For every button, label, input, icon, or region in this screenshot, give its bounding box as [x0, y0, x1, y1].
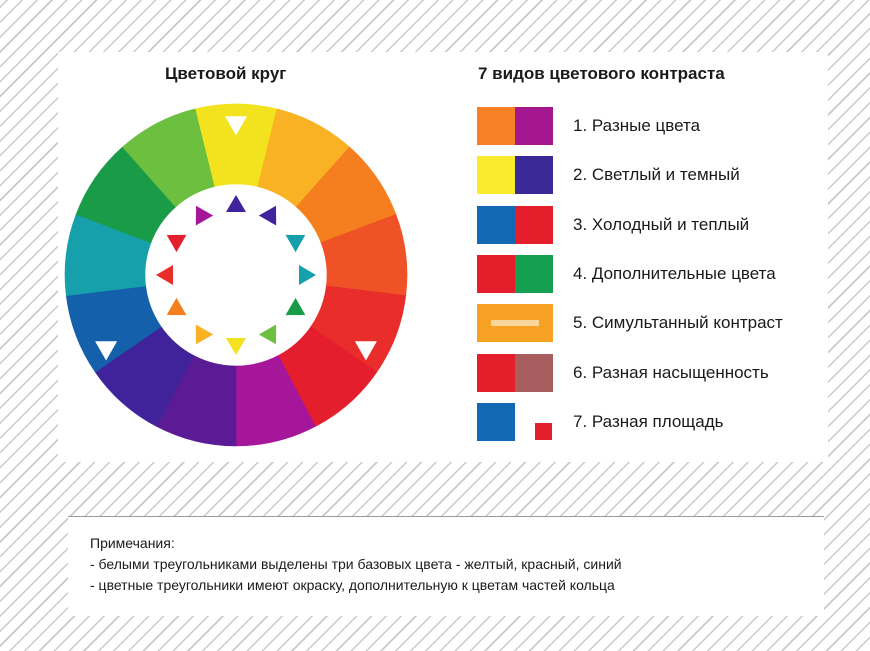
contrast-label: 3. Холодный и теплый: [573, 214, 750, 234]
swatch-right: [515, 254, 553, 293]
notes-line-1: - белыми треугольниками выделены три баз…: [90, 556, 622, 572]
contrast-title: 7 видов цветового контраста: [478, 64, 725, 83]
swatch-left: [477, 205, 515, 244]
inner-triangle: [156, 265, 173, 285]
swatch-left: [477, 254, 515, 293]
notes-box: Примечания: - белыми треугольниками выде…: [68, 516, 824, 616]
contrast-label: 7. Разная площадь: [573, 411, 724, 431]
contrast-item: 4. Дополнительные цвета: [477, 254, 857, 293]
inner-triangle: [166, 297, 187, 316]
inner-triangle: [258, 324, 277, 345]
swatch-right: [515, 205, 553, 244]
notes-heading: Примечания:: [90, 535, 175, 551]
inner-triangle: [226, 338, 246, 355]
inner-triangle: [285, 297, 306, 316]
swatch-left: [477, 107, 515, 145]
inner-triangle: [299, 265, 316, 285]
base-marker-yellow: [225, 116, 247, 136]
contrast-item: 2. Светлый и темный: [477, 156, 857, 195]
swatch-stripe: [491, 320, 539, 327]
base-marker-blue: [95, 341, 118, 361]
swatch-large: [477, 402, 515, 441]
base-color-markers: [95, 116, 377, 361]
contrast-label: 4. Дополнительные цвета: [573, 263, 776, 283]
swatch-small: [535, 422, 552, 440]
inner-triangle: [258, 205, 277, 226]
wheel-segment: [122, 108, 215, 208]
inner-triangle: [166, 234, 187, 253]
inner-triangle: [285, 234, 306, 253]
swatch-right: [515, 156, 553, 195]
contrast-label: 6. Разная насыщенность: [573, 362, 769, 382]
inner-triangle: [195, 324, 214, 345]
wheel-title: Цветовой круг: [165, 64, 287, 83]
swatch-right: [515, 107, 553, 145]
contrast-label: 1. Разные цвета: [573, 116, 701, 135]
contrast-item: 6. Разная насыщенность: [477, 353, 857, 392]
wheel-segments: [64, 103, 408, 447]
swatch-left: [477, 353, 515, 392]
contrast-item: 3. Холодный и теплый: [477, 205, 857, 244]
inner-triangle: [195, 205, 214, 226]
contrast-item: 5. Симультанный контраст: [477, 304, 857, 343]
notes-line-2: - цветные треугольники имеют окраску, до…: [90, 577, 615, 593]
inner-triangles: [156, 195, 316, 355]
swatch-left: [477, 156, 515, 195]
base-marker-red: [354, 341, 377, 361]
swatch-right: [515, 353, 553, 392]
contrast-item: 1. Разные цвета: [477, 107, 857, 145]
contrast-label: 5. Симультанный контраст: [573, 313, 783, 333]
inner-triangle: [226, 195, 246, 212]
contrast-item: 7. Разная площадь: [477, 402, 857, 441]
contrast-label: 2. Светлый и темный: [573, 165, 740, 185]
